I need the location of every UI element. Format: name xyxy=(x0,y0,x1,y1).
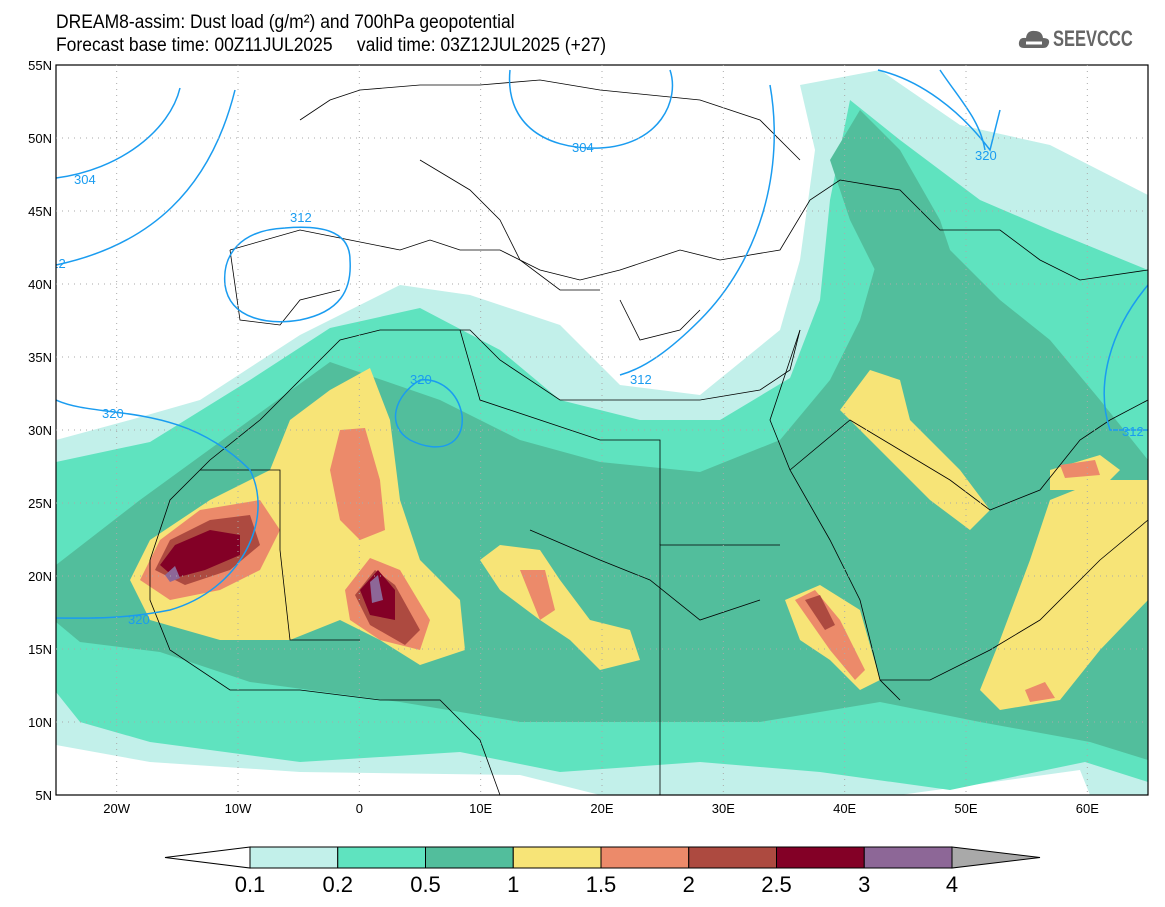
colorbar-over-arrow xyxy=(951,846,1041,869)
contour-label: 320 xyxy=(410,372,432,387)
dust-field: 304 312 312 320 320 304 312 320 312 320 xyxy=(44,69,1148,795)
contour-label: 320 xyxy=(128,612,150,627)
geopotential-contours xyxy=(56,69,1148,619)
colorbar-label: 1.5 xyxy=(585,872,617,897)
contour-label: 320 xyxy=(975,148,997,163)
contour-labels: 304 312 312 320 320 304 312 320 312 320 xyxy=(44,140,1144,627)
logo-text: SEEVCCC xyxy=(1053,26,1133,51)
colorbar-label: 0.2 xyxy=(322,872,354,897)
lon-tick-label: 30E xyxy=(712,801,735,816)
contour-label: 304 xyxy=(74,172,96,187)
lat-tick-label: 10N xyxy=(28,715,52,730)
colorbar-swatch xyxy=(337,846,426,869)
colorbar-swatch xyxy=(249,846,339,869)
colorbar-label: 2 xyxy=(682,872,695,897)
contour-label: 312 xyxy=(1122,424,1144,439)
contour-label: 312 xyxy=(290,210,312,225)
lon-tick-label: 20W xyxy=(103,801,130,816)
colorbar-label: 2.5 xyxy=(761,872,792,897)
map-title: DREAM8-assim: Dust load (g/m²) and 700hP… xyxy=(56,12,515,33)
dust-level-3 xyxy=(165,566,383,603)
colorbar-label: 0.1 xyxy=(234,872,266,897)
lon-tick-label: 10E xyxy=(469,801,492,816)
colorbar-swatch xyxy=(600,846,690,869)
lat-tick-label: 45N xyxy=(28,204,52,219)
lat-tick-label: 20N xyxy=(28,569,52,584)
colorbar-swatch xyxy=(688,846,777,869)
cloud-icon xyxy=(1018,30,1050,48)
axis-ticks: 55N 50N 45N 40N 35N 30N 25N 20N 15N 10N 5N 20W 10W 0 1… xyxy=(28,58,1148,816)
contour-label: 312 xyxy=(630,372,652,387)
colorbar-label: 3 xyxy=(858,872,871,897)
seevccc-logo: SEEVCCC xyxy=(1018,26,1159,52)
contour-label: 304 xyxy=(572,140,594,155)
lat-tick-label: 30N xyxy=(28,423,52,438)
lat-tick-label: 55N xyxy=(28,58,52,73)
lat-tick-label: 35N xyxy=(28,350,52,365)
lon-tick-label: 20E xyxy=(590,801,613,816)
colorbar-label: 4 xyxy=(945,872,959,897)
lon-tick-label: 50E xyxy=(954,801,977,816)
colorbar xyxy=(164,846,1041,869)
colorbar-swatch xyxy=(863,846,953,869)
dust-level-0.5 xyxy=(56,240,1148,760)
lon-tick-label: 10W xyxy=(225,801,252,816)
forecast-time-subtitle: Forecast base time: 00Z11JUL2025 valid t… xyxy=(56,35,607,56)
colorbar-label: 0.5 xyxy=(410,872,441,897)
colorbar-under-arrow xyxy=(164,846,251,869)
contour-label: 312 xyxy=(44,256,66,271)
lat-tick-label: 5N xyxy=(35,788,52,803)
lon-tick-label: 0 xyxy=(356,801,363,816)
lon-tick-label: 40E xyxy=(833,801,856,816)
lat-tick-label: 40N xyxy=(28,277,52,292)
lat-tick-label: 15N xyxy=(28,642,52,657)
lat-tick-label: 25N xyxy=(28,496,52,511)
colorbar-label: 1 xyxy=(507,872,520,897)
lon-tick-label: 60E xyxy=(1076,801,1099,816)
colorbar-swatch xyxy=(425,846,514,869)
contour-label: 320 xyxy=(102,406,124,421)
colorbar-swatch xyxy=(776,846,865,869)
dust-level-0.5-north xyxy=(830,110,960,300)
lat-tick-label: 50N xyxy=(28,131,52,146)
colorbar-swatch xyxy=(512,846,602,869)
